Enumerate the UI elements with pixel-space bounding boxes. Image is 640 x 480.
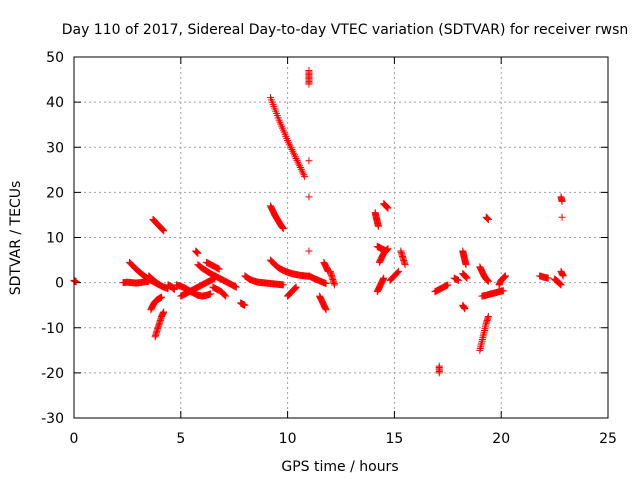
data-point [292,155,300,163]
x-axis-ticks: 0 5 10 15 20 25 [70,57,617,447]
data-point [484,277,492,285]
x-tick-label: 5 [176,431,185,447]
x-tick-label: 0 [70,431,79,447]
data-point [380,274,388,282]
data-point [557,281,565,289]
data-point [331,281,339,289]
data-point [295,160,303,168]
data-point [297,165,305,173]
y-axis-ticks: -30 -20 -10 0 10 20 30 40 50 [41,50,608,427]
data-point [215,265,223,273]
x-tick-label: 10 [279,431,297,447]
data-point [558,197,566,205]
data-point [374,222,382,230]
y-tick-label: 10 [46,231,64,247]
data-point [299,169,307,177]
data-point [158,293,166,301]
x-tick-label: 15 [385,431,403,447]
data-point [395,267,403,275]
data-point [484,215,492,223]
y-tick-label: 50 [46,50,64,66]
data-point [305,193,313,201]
y-tick-label: -10 [41,321,64,337]
data-point [559,272,567,280]
data-point [289,147,297,155]
data-point [194,249,202,257]
x-tick-label: 25 [599,431,617,447]
data-point [292,283,300,291]
data-point [435,369,443,377]
data-point [287,144,295,152]
data-point [461,305,469,313]
data-point [463,274,471,282]
data-point [279,224,287,232]
y-tick-label: -20 [41,366,64,382]
data-point [300,171,308,179]
data-point [499,287,507,295]
data-point [290,151,298,159]
data-point [384,204,392,212]
y-tick-label: 0 [55,276,64,292]
grid-lines [74,57,608,418]
data-point [221,291,229,299]
plot-frame [73,56,609,419]
y-tick-label: -30 [41,411,64,427]
data-point [222,292,230,300]
data-point [160,227,168,235]
data-point [462,261,470,269]
data-point [296,164,304,172]
data-point [160,308,168,316]
data-point [279,281,287,289]
y-tick-label: 30 [46,140,64,156]
data-point [454,276,462,284]
data-point [305,157,313,165]
data-point [286,142,294,150]
data-point [296,162,304,170]
data-point [298,167,306,175]
data-point [305,247,313,255]
data-point [322,306,330,314]
data-point [290,149,298,157]
y-axis-label: SDTVAR / TECUs [8,181,24,296]
data-points [70,67,567,377]
y-tick-label: 40 [46,95,64,111]
data-point [305,80,313,88]
data-point [155,281,163,289]
data-point [444,281,452,289]
data-point [544,274,552,282]
data-point [232,283,240,291]
chart-title: Day 110 of 2017, Sidereal Day-to-day VTE… [62,22,629,38]
data-point [284,138,292,146]
data-point [322,280,330,288]
y-tick-label: 20 [46,185,64,201]
x-tick-label: 20 [492,431,510,447]
data-point [285,140,293,148]
data-point [384,245,392,253]
data-point [393,269,401,277]
data-point [501,272,509,280]
data-point [284,136,292,144]
data-point [394,268,402,276]
data-point [484,312,492,320]
data-point [170,285,178,293]
data-point [288,146,296,154]
data-point [207,290,215,298]
data-point [291,153,299,161]
data-point [220,290,228,298]
data-point [301,173,309,181]
data-point [558,213,566,221]
data-point [241,301,249,309]
data-point [294,158,302,166]
data-point [401,261,409,269]
data-point [293,156,301,164]
x-axis-label: GPS time / hours [281,459,398,475]
